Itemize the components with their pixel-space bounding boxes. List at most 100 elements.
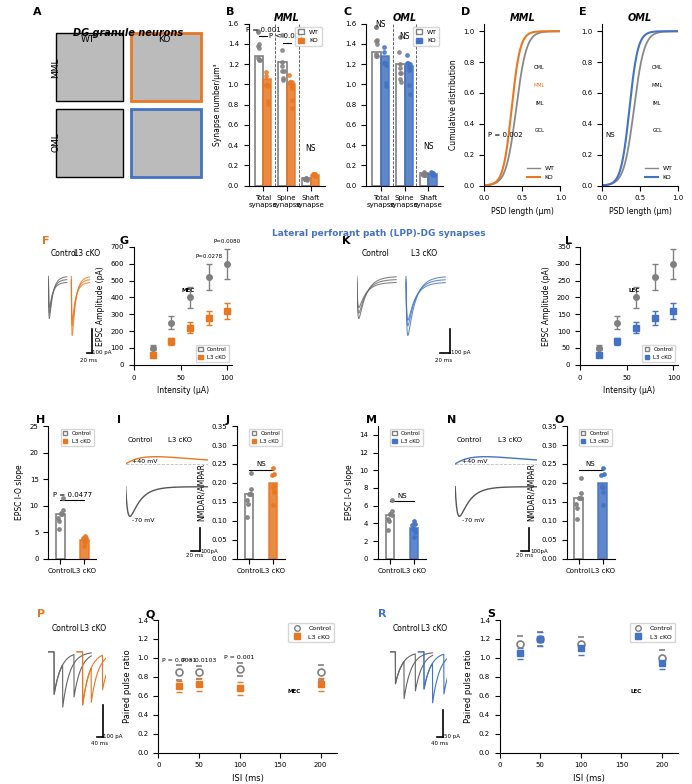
Point: [53, 511, 64, 524]
Point: [394, 67, 406, 79]
Text: K: K: [343, 236, 351, 246]
Text: P = 0.0103: P = 0.0103: [182, 658, 216, 662]
Point: [253, 38, 264, 50]
Legend: Control, L3 cKO: Control, L3 cKO: [289, 623, 334, 642]
Point: [300, 173, 311, 186]
Point: [404, 57, 415, 70]
Text: +40 mV: +40 mV: [132, 459, 158, 464]
Point: [263, 97, 274, 110]
Point: [302, 173, 313, 186]
Legend: WT, KO: WT, KO: [525, 164, 557, 183]
Title: MML: MML: [509, 13, 535, 23]
Point: [253, 26, 264, 38]
Legend: WT, KO: WT, KO: [643, 164, 675, 183]
Text: 20 ms: 20 ms: [80, 358, 98, 363]
Point: [261, 79, 272, 92]
Text: 100 pA: 100 pA: [451, 350, 471, 355]
Text: 20 ms: 20 ms: [186, 553, 203, 558]
Text: WT: WT: [81, 34, 95, 44]
Point: [55, 507, 66, 520]
Text: D: D: [462, 7, 471, 17]
Text: NS: NS: [397, 492, 407, 499]
Bar: [311, 176, 319, 186]
Bar: [131, 33, 201, 101]
Point: [599, 467, 610, 480]
Point: [408, 523, 419, 535]
Y-axis label: EPSC Amplitude (pA): EPSC Amplitude (pA): [96, 266, 105, 346]
Point: [300, 172, 311, 185]
Point: [277, 71, 289, 84]
Point: [284, 69, 295, 82]
Point: [597, 481, 608, 493]
Text: 40 ms: 40 ms: [91, 741, 108, 746]
X-axis label: PSD length (μm): PSD length (μm): [491, 207, 554, 216]
Point: [263, 95, 274, 107]
Text: NS: NS: [256, 461, 266, 467]
Point: [260, 66, 271, 78]
Point: [268, 499, 279, 511]
Text: P=0.0278: P=0.0278: [195, 254, 222, 260]
Point: [394, 45, 405, 58]
Text: KO: KO: [158, 34, 170, 44]
Text: A: A: [33, 7, 42, 17]
Point: [370, 48, 381, 60]
Legend: Control, L3 cKO: Control, L3 cKO: [642, 345, 675, 362]
Point: [370, 20, 381, 33]
Point: [277, 64, 288, 77]
Point: [78, 532, 89, 545]
Bar: [278, 62, 286, 186]
Text: B: B: [226, 7, 234, 17]
Point: [394, 31, 406, 43]
Point: [301, 172, 312, 185]
Point: [379, 57, 390, 70]
Point: [78, 535, 89, 547]
Legend: Control, L3 cKO: Control, L3 cKO: [579, 429, 612, 446]
Point: [419, 165, 430, 178]
Bar: [385, 514, 394, 559]
Text: MML: MML: [52, 57, 61, 78]
Legend: Control, L3 cKO: Control, L3 cKO: [249, 429, 282, 446]
Point: [286, 94, 298, 107]
Text: P = 0.001: P = 0.001: [224, 655, 255, 659]
Bar: [410, 528, 418, 559]
Point: [246, 466, 257, 479]
Text: DG granule neurons: DG granule neurons: [73, 28, 183, 38]
Legend: Control, L3 cKO: Control, L3 cKO: [196, 345, 229, 362]
X-axis label: PSD length (μm): PSD length (μm): [609, 207, 671, 216]
Bar: [302, 179, 311, 186]
Point: [572, 502, 583, 514]
Point: [380, 59, 391, 71]
Point: [426, 167, 437, 180]
Point: [300, 172, 311, 184]
Text: L3 cKO: L3 cKO: [421, 623, 447, 633]
Point: [286, 76, 298, 89]
Text: G: G: [119, 236, 128, 246]
Bar: [56, 33, 123, 101]
Y-axis label: Paired pulse ratio: Paired pulse ratio: [464, 649, 473, 723]
Point: [253, 39, 264, 52]
Point: [404, 79, 415, 92]
Text: S: S: [487, 609, 495, 619]
Text: Control: Control: [51, 623, 79, 633]
Point: [268, 486, 280, 499]
Point: [301, 173, 312, 186]
Legend: Control, L3 cKO: Control, L3 cKO: [630, 623, 675, 642]
Point: [80, 532, 91, 544]
Point: [408, 523, 419, 535]
Text: J: J: [225, 416, 229, 426]
Point: [262, 80, 273, 93]
Bar: [131, 110, 201, 177]
Point: [387, 505, 398, 517]
Text: P=0.0080: P=0.0080: [214, 238, 241, 244]
Point: [310, 170, 321, 183]
Text: Control: Control: [127, 437, 152, 443]
Text: 100pA: 100pA: [201, 549, 218, 554]
Bar: [397, 64, 405, 186]
Point: [378, 46, 389, 59]
Point: [277, 28, 288, 41]
Text: P = 0.0477: P = 0.0477: [53, 492, 92, 498]
Point: [394, 62, 406, 74]
Point: [242, 494, 253, 506]
Point: [55, 507, 66, 520]
Text: -70 mV: -70 mV: [132, 517, 155, 523]
